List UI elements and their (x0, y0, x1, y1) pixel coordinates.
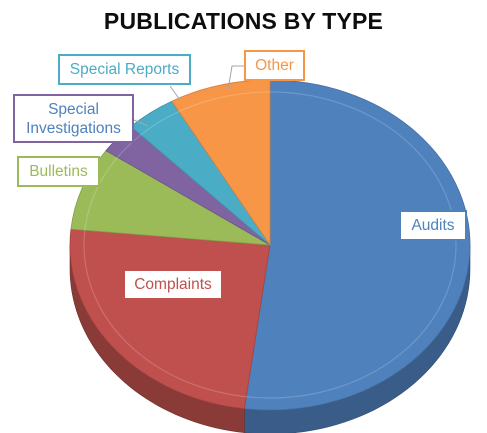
chart-title: PUBLICATIONS BY TYPE (103, 8, 384, 34)
leader-special-reports (169, 85, 181, 101)
label-other: Other (244, 50, 305, 81)
slice-bulletins (70, 150, 271, 246)
label-special-investigations: Special Investigations (13, 94, 134, 143)
leader-special-investigations (133, 119, 149, 127)
label-special-reports: Special Reports (58, 54, 191, 85)
slice-audits (243, 79, 471, 411)
label-complaints: Complaints (123, 269, 223, 300)
leader-other (227, 65, 244, 91)
top-highlight (83, 91, 457, 399)
leader-lines (133, 65, 244, 127)
label-audits: Audits (399, 210, 467, 241)
slice-complaints (69, 228, 271, 410)
label-bulletins: Bulletins (17, 156, 100, 187)
